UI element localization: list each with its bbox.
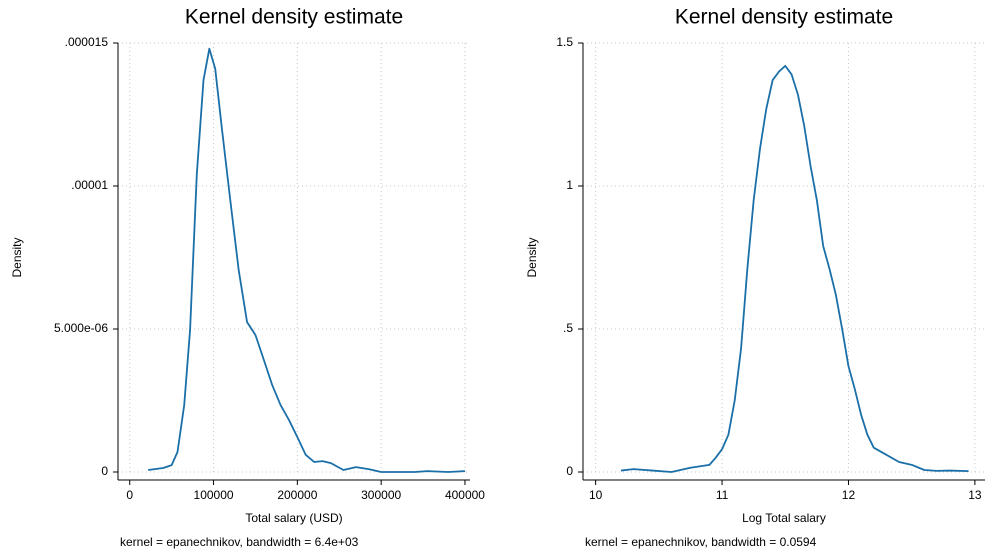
note: kernel = epanechnikov, bandwidth = 6.4e+… bbox=[120, 535, 359, 549]
density-line bbox=[620, 64, 969, 473]
x-tick-label: 12 bbox=[842, 488, 856, 502]
y-tick-label: 1.5 bbox=[556, 35, 573, 49]
y-tick-label: 0 bbox=[101, 464, 108, 478]
y-tick-label: .5 bbox=[563, 321, 573, 335]
y-tick-label: 5.000e-06 bbox=[54, 321, 108, 335]
chart-title: Kernel density estimate bbox=[675, 6, 893, 29]
chart: Kernel density estimate 0 5.000e-06 .00001.… bbox=[10, 6, 485, 550]
y-tick-label: .000015 bbox=[65, 35, 109, 49]
y-tick-label: .00001 bbox=[71, 178, 108, 192]
y-tick-label: 0 bbox=[566, 464, 573, 478]
note: kernel = epanechnikov, bandwidth = 0.059… bbox=[585, 535, 817, 549]
x-tick-label: 100000 bbox=[194, 488, 234, 502]
y-axis-label: Density bbox=[10, 237, 24, 277]
x-tick-label: 400000 bbox=[445, 488, 485, 502]
x-tick-label: 300000 bbox=[361, 488, 401, 502]
y-tick-label: 1 bbox=[566, 178, 573, 192]
chart: Kernel density estimate 0 .5 1 1.5 10 11 12 13 Lo… bbox=[525, 6, 985, 549]
x-tick-label: 13 bbox=[968, 488, 982, 502]
x-axis-label: Total salary (USD) bbox=[245, 511, 342, 525]
x-tick-label: 200000 bbox=[277, 488, 317, 502]
x-tick-label: 0 bbox=[126, 488, 133, 502]
x-tick-label: 11 bbox=[716, 488, 729, 502]
density-line bbox=[148, 47, 466, 473]
x-tick-label: 10 bbox=[589, 488, 603, 502]
y-axis-label: Density bbox=[525, 237, 539, 277]
x-axis-label: Log Total salary bbox=[742, 511, 826, 525]
chart-title: Kernel density estimate bbox=[185, 6, 403, 29]
